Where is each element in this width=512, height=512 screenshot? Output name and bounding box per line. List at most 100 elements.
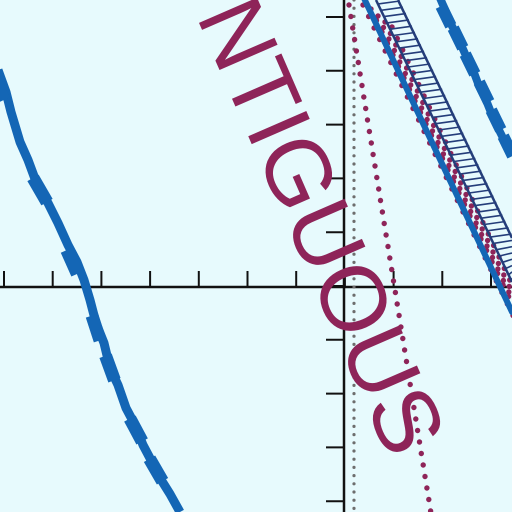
purple-dot — [383, 232, 389, 238]
curve-block — [485, 107, 507, 133]
purple-dot — [407, 381, 413, 388]
hatch-line — [405, 56, 428, 62]
hatch-line — [396, 38, 419, 43]
purple-dot — [392, 289, 399, 296]
hatch-line — [383, 12, 407, 18]
hatch-line — [484, 220, 506, 226]
hatch-line — [450, 151, 473, 156]
purple-dot — [473, 220, 479, 226]
hatch-line — [420, 88, 443, 93]
hatch-line — [468, 189, 491, 194]
purple-dot — [372, 163, 378, 169]
purple-dot — [424, 485, 430, 491]
hatch-line — [496, 245, 512, 251]
hatch-line — [471, 195, 494, 201]
purple-dot — [429, 128, 436, 134]
hatch-line — [490, 233, 512, 238]
curve-block — [0, 73, 10, 103]
purple-dot — [359, 82, 365, 89]
purple-dot — [389, 266, 395, 273]
purple-dot — [468, 203, 475, 209]
hatch-line — [505, 264, 512, 270]
hatch-line — [459, 170, 482, 175]
purple-dot — [405, 370, 412, 376]
hatch-line — [478, 208, 500, 213]
purple-dot — [427, 508, 434, 512]
hatch-line — [426, 101, 449, 106]
hatch-line — [392, 31, 416, 37]
purple-dot — [380, 24, 387, 31]
purple-dot — [351, 36, 358, 43]
purple-dot — [506, 289, 512, 295]
purple-dot — [376, 186, 382, 192]
purple-dot — [420, 462, 426, 468]
hatch-line — [411, 69, 434, 75]
hatch-line — [429, 107, 452, 112]
purple-dotted-line — [346, 2, 434, 512]
blue-diagonal-line — [361, 0, 512, 315]
hatch-line — [402, 50, 425, 56]
purple-dot — [413, 93, 419, 100]
hatch-line — [444, 138, 467, 144]
purple-dot — [463, 191, 469, 198]
navy-hatched-band — [374, 0, 512, 283]
purple-dot — [416, 439, 423, 445]
curve-block — [459, 51, 481, 77]
hatch-line — [399, 44, 422, 49]
purple-dot — [346, 2, 352, 8]
hatch-line — [408, 63, 431, 68]
purple-dot — [422, 473, 428, 480]
purple-dot — [414, 427, 421, 434]
curve-block — [27, 174, 53, 206]
curve-block — [60, 247, 84, 277]
purple-dot — [400, 335, 406, 342]
purple-dot — [495, 260, 502, 267]
purple-dot — [474, 214, 480, 221]
curve-block — [473, 79, 495, 105]
purple-dot — [387, 255, 393, 261]
purple-dot — [411, 404, 417, 411]
purple-dot — [357, 71, 363, 77]
purple-dot — [506, 283, 512, 290]
purple-dot — [401, 347, 408, 353]
purple-dot — [418, 105, 425, 111]
hatch-line — [465, 182, 488, 188]
y-axis-ticks — [326, 16, 344, 503]
purple-dot — [501, 272, 507, 278]
left-blue-curve — [0, 68, 184, 512]
hatch-line — [481, 214, 503, 219]
purple-dot — [426, 496, 432, 503]
purple-dot — [379, 209, 386, 215]
purple-dot — [391, 47, 398, 54]
purple-dot — [374, 174, 380, 181]
hatch-line — [499, 252, 512, 257]
hatch-line — [447, 145, 470, 150]
hatch-line — [423, 94, 446, 100]
purple-dot — [413, 416, 419, 422]
hatch-line — [389, 25, 413, 30]
purple-dot — [424, 116, 430, 123]
purple-dot — [435, 139, 441, 146]
hatch-line — [493, 239, 512, 245]
purple-dot — [489, 254, 496, 261]
purple-dot — [355, 59, 361, 66]
purple-dot — [500, 277, 507, 284]
curve-block — [497, 133, 512, 159]
purple-dot — [368, 140, 374, 146]
purple-dot — [418, 450, 424, 457]
purple-dot — [366, 128, 373, 135]
hatch-line — [441, 132, 464, 138]
purple-dot — [479, 226, 485, 232]
purple-dot — [381, 220, 387, 227]
purple-dot — [468, 208, 474, 215]
purple-dot — [364, 117, 371, 123]
purple-dot — [353, 48, 360, 54]
purple-dot — [394, 301, 400, 307]
purple-dot — [495, 266, 501, 272]
hatch-line — [487, 227, 509, 232]
curve-block — [124, 415, 148, 445]
purple-dot — [409, 393, 415, 399]
purple-dot — [402, 70, 408, 77]
purple-dot — [484, 237, 491, 244]
